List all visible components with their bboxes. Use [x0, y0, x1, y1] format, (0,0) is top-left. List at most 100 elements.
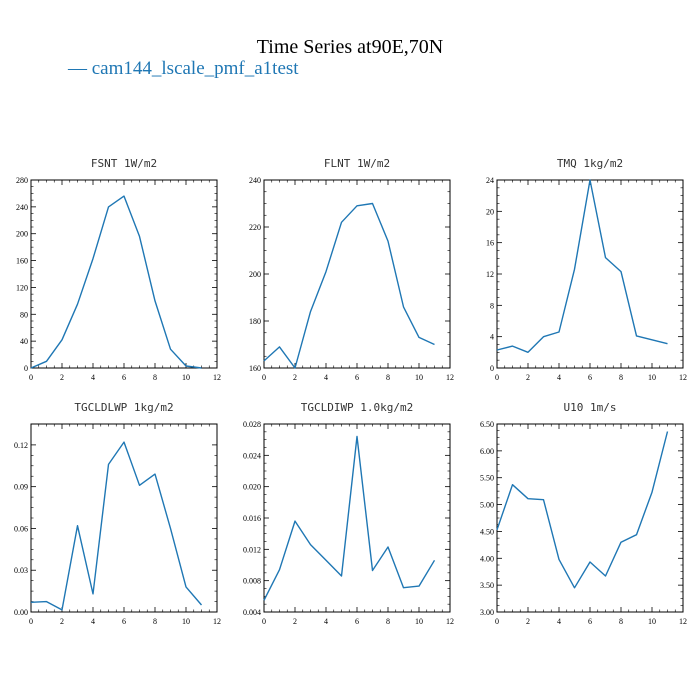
x-tick-label: 8 — [619, 373, 623, 382]
x-tick-label: 10 — [648, 617, 656, 626]
y-tick-label: 0.09 — [14, 483, 28, 492]
plot-panel-1: FLNT 1W/m2 0 2 4 6 8 10 12 160 180 200 220 240 — [249, 157, 454, 382]
x-tick-label: 0 — [262, 373, 266, 382]
x-tick-label: 8 — [619, 617, 623, 626]
x-tick-label: 2 — [293, 373, 297, 382]
y-tick-label: 8 — [490, 301, 494, 310]
y-tick-label: 0.028 — [243, 420, 261, 429]
panel-frame — [263, 179, 451, 369]
panel-title: TGCLDLWP 1kg/m2 — [74, 401, 173, 414]
y-tick-label: 0.00 — [14, 608, 28, 617]
x-tick-label: 6 — [122, 617, 126, 626]
x-tick-label: 8 — [386, 617, 390, 626]
y-tick-label: 3.50 — [480, 581, 494, 590]
x-tick-label: 8 — [153, 373, 157, 382]
y-tick-label: 6.00 — [480, 447, 494, 456]
panel-frame — [263, 423, 451, 613]
x-tick-label: 4 — [91, 373, 95, 382]
legend-entry: — cam144_lscale_pmf_a1test — [68, 58, 299, 79]
x-tick-label: 2 — [526, 617, 530, 626]
y-tick-label: 24 — [486, 176, 494, 185]
y-tick-label: 4.50 — [480, 527, 494, 536]
y-tick-label: 0.06 — [14, 524, 28, 533]
x-tick-label: 10 — [182, 617, 190, 626]
y-tick-label: 20 — [486, 207, 494, 216]
y-tick-label: 0.016 — [243, 514, 261, 523]
x-tick-label: 0 — [262, 617, 266, 626]
x-tick-label: 4 — [91, 617, 95, 626]
panel-title: FSNT 1W/m2 — [91, 157, 157, 170]
plot-panel-3: TGCLDLWP 1kg/m2 0 2 4 6 8 10 12 0.00 0.03 0.06 0.09… — [14, 401, 221, 626]
x-tick-label: 4 — [557, 373, 561, 382]
x-tick-label: 10 — [648, 373, 656, 382]
x-tick-label: 10 — [415, 617, 423, 626]
figure-title: Time Series at90E,70N — [256, 36, 444, 58]
y-tick-label: 3.00 — [480, 608, 494, 617]
x-tick-label: 10 — [182, 373, 190, 382]
panel-frame — [30, 423, 218, 613]
y-tick-label: 0.12 — [14, 441, 28, 450]
y-tick-label: 200 — [249, 270, 261, 279]
x-tick-label: 12 — [446, 617, 454, 626]
panel-frame — [30, 179, 218, 369]
x-tick-label: 8 — [153, 617, 157, 626]
y-tick-label: 240 — [249, 176, 261, 185]
y-tick-label: 200 — [16, 230, 28, 239]
y-tick-label: 0.020 — [243, 483, 261, 492]
y-tick-label: 12 — [486, 270, 494, 279]
panel-title: FLNT 1W/m2 — [324, 157, 390, 170]
x-tick-label: 6 — [355, 617, 359, 626]
x-tick-label: 8 — [386, 373, 390, 382]
panel-title: TMQ 1kg/m2 — [557, 157, 623, 170]
y-tick-label: 0.03 — [14, 566, 28, 575]
y-tick-label: 0.008 — [243, 577, 261, 586]
panel-frame — [496, 423, 684, 613]
y-tick-label: 40 — [20, 337, 28, 346]
x-tick-label: 12 — [679, 617, 687, 626]
x-tick-label: 12 — [679, 373, 687, 382]
series-line — [30, 441, 203, 611]
y-tick-label: 180 — [249, 317, 261, 326]
x-tick-label: 2 — [293, 617, 297, 626]
x-tick-label: 6 — [122, 373, 126, 382]
x-tick-label: 2 — [60, 617, 64, 626]
x-tick-label: 4 — [557, 617, 561, 626]
panel-title: U10 1m/s — [564, 401, 617, 414]
panel-frame — [496, 179, 684, 369]
series-line — [263, 202, 435, 369]
x-tick-label: 12 — [446, 373, 454, 382]
x-tick-label: 0 — [495, 617, 499, 626]
x-tick-label: 4 — [324, 373, 328, 382]
y-tick-label: 4 — [490, 333, 494, 342]
series-line — [496, 179, 668, 353]
panel-title: TGCLDIWP 1.0kg/m2 — [301, 401, 414, 414]
x-tick-label: 12 — [213, 617, 221, 626]
x-tick-label: 0 — [495, 373, 499, 382]
x-tick-label: 2 — [60, 373, 64, 382]
y-tick-label: 0.012 — [243, 545, 261, 554]
x-tick-label: 4 — [324, 617, 328, 626]
y-tick-label: 220 — [249, 223, 261, 232]
y-tick-label: 4.00 — [480, 554, 494, 563]
y-tick-label: 0.004 — [243, 608, 261, 617]
x-tick-label: 12 — [213, 373, 221, 382]
y-tick-label: 160 — [16, 257, 28, 266]
series-line — [263, 435, 436, 601]
plot-panel-5: U10 1m/s 0 2 4 6 8 10 12 3.00 3.50 4.00 4.50 5.00 5.5… — [480, 401, 687, 626]
y-tick-label: 160 — [249, 364, 261, 373]
y-tick-label: 0.024 — [243, 451, 261, 460]
y-tick-label: 5.50 — [480, 474, 494, 483]
y-tick-label: 16 — [486, 239, 494, 248]
x-tick-label: 0 — [29, 373, 33, 382]
y-tick-label: 120 — [16, 283, 28, 292]
x-tick-label: 10 — [415, 373, 423, 382]
y-tick-label: 0 — [24, 364, 28, 373]
y-tick-label: 5.00 — [480, 501, 494, 510]
x-tick-label: 6 — [588, 617, 592, 626]
plot-panel-4: TGCLDIWP 1.0kg/m2 0 2 4 6 8 10 12 0.004 0.008 0.01… — [243, 401, 454, 626]
y-tick-label: 0 — [490, 364, 494, 373]
series-line — [30, 195, 202, 369]
x-tick-label: 6 — [355, 373, 359, 382]
